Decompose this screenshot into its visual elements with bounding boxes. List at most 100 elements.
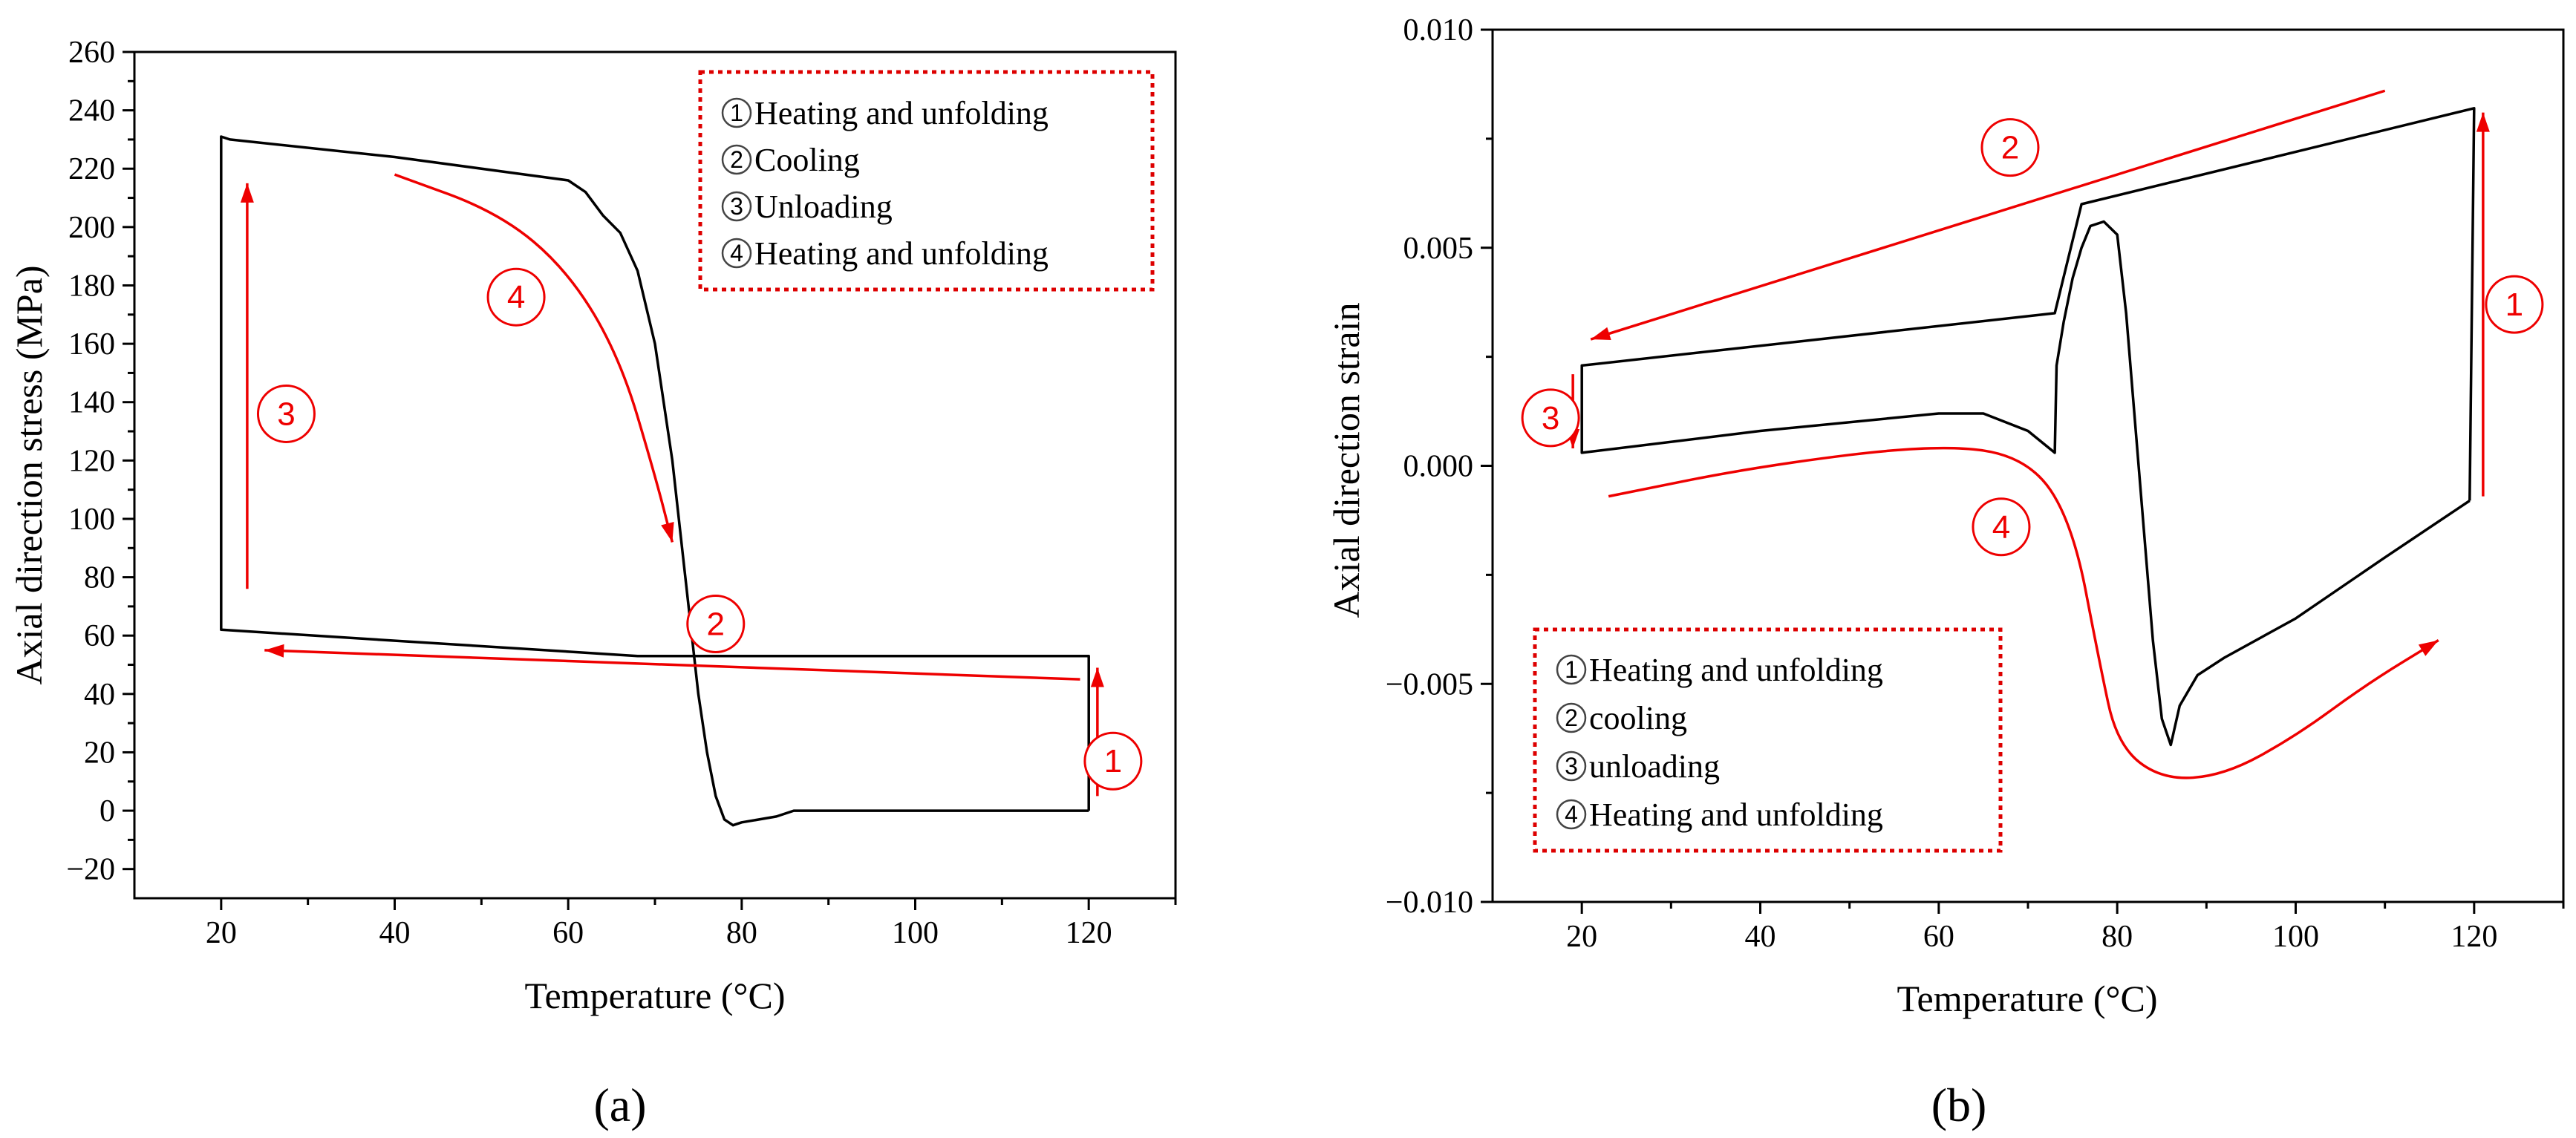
arrowhead-b-2 (1591, 327, 1611, 340)
annotations-b: 1 2 3 4 (1521, 89, 2544, 779)
arrowhead-a-1 (1090, 667, 1104, 687)
annotation-circle-b-3 (1521, 388, 1580, 448)
y-tick-label-a-9: 160 (68, 327, 115, 362)
legend-b-num-3: 3 (1565, 753, 1578, 779)
arrowhead-b-1 (2476, 112, 2490, 132)
annotation-circle-b-4 (1972, 497, 2031, 557)
y-tick-label-a-13: 240 (68, 94, 115, 128)
x-tick-label-b-2: 60 (1923, 920, 1954, 954)
legend-a-text-4: Heating and unfolding (754, 235, 1049, 272)
y-tick-label-a-5: 80 (84, 561, 115, 595)
data-series-b (1580, 107, 2476, 747)
y-tick-label-a-6: 100 (68, 503, 115, 537)
y-axis-title-a: Axial direction stress (MPa) (8, 265, 50, 684)
panel-label-b: (b) (1931, 1079, 1987, 1131)
x-tick-label-b-1: 40 (1745, 920, 1776, 954)
annotations-a: 1 2 3 4 (240, 173, 1143, 797)
x-axis-title-a: Temperature (°C) (524, 975, 785, 1016)
x-tick-label-b-4: 100 (2272, 920, 2319, 954)
y-tick-label-a-14: 260 (68, 36, 115, 70)
legend-a-num-1: 1 (730, 99, 743, 126)
annotation-circle-b-1 (2485, 275, 2544, 334)
x-tick-label-b-0: 20 (1566, 920, 1597, 954)
y-tick-label-a-7: 120 (68, 444, 115, 478)
legend-a-num-2: 2 (730, 146, 743, 173)
legend-b-text-1: Heating and unfolding (1589, 652, 1883, 688)
legend-a-circle-4 (721, 238, 752, 269)
legend-a-circle-1 (721, 97, 752, 128)
x-tick-label-b-5: 120 (2451, 920, 2497, 954)
legend-b-num-1: 1 (1565, 656, 1578, 683)
x-tick-label-b-3: 80 (2101, 920, 2133, 954)
legend-b-circle-3 (1556, 751, 1587, 782)
axis-ticks-a: 20 40 60 80 100 120 −20 0 20 40 60 80 100 120 140 160 18… (66, 36, 1177, 950)
legend-b-num-4: 4 (1565, 801, 1578, 828)
annotation-arrow-b-4 (1608, 446, 2439, 779)
legend-b-text-4: Heating and unfolding (1589, 797, 1883, 833)
x-tick-label-a-0: 20 (206, 916, 237, 950)
y-tick-label-a-11: 200 (68, 211, 115, 245)
legend-b-text-2: cooling (1589, 700, 1687, 736)
legend-box-b (1533, 627, 2003, 853)
y-tick-label-b-0: −0.010 (1386, 886, 1473, 920)
arrowhead-a-4 (661, 521, 674, 543)
annotation-circle-a-4 (486, 267, 546, 327)
annotation-circle-a-1 (1083, 731, 1143, 791)
annotation-number-a-2: 2 (707, 606, 725, 642)
annotation-circle-a-3 (256, 384, 316, 443)
panel-label-a: (a) (593, 1079, 646, 1131)
y-tick-label-a-2: 20 (84, 736, 115, 770)
legend-a: 1 Heating and unfolding 2 Cooling 3 Unlo… (698, 70, 1155, 292)
legend-a-text-2: Cooling (754, 142, 860, 178)
legend-a-circle-3 (721, 191, 752, 222)
series-line-a-0 (220, 135, 1090, 827)
y-axis-title-b: Axial direction strain (1326, 303, 1367, 618)
legend-a-text-3: Unloading (754, 189, 893, 225)
y-tick-label-b-1: −0.005 (1386, 667, 1473, 702)
y-tick-label-a-1: 0 (100, 794, 115, 828)
annotation-circle-a-2 (686, 594, 746, 653)
y-tick-label-a-12: 220 (68, 152, 115, 186)
annotation-number-a-4: 4 (507, 279, 525, 315)
x-tick-label-a-4: 100 (892, 916, 939, 950)
legend-b-text-3: unloading (1589, 748, 1720, 785)
y-tick-label-b-3: 0.005 (1403, 232, 1474, 266)
annotation-arrow-a-4 (394, 173, 674, 543)
y-tick-label-a-3: 40 (84, 678, 115, 712)
panel-a: 20 40 60 80 100 120 −20 0 20 40 60 80 100 120 140 160 18… (8, 36, 1177, 1131)
legend-b-circle-1 (1556, 654, 1587, 685)
y-tick-label-a-8: 140 (68, 386, 115, 420)
arrowhead-a-2 (264, 644, 284, 658)
legend-box-a (698, 70, 1155, 292)
y-tick-label-b-4: 0.010 (1403, 13, 1474, 48)
arrowhead-a-3 (240, 183, 254, 203)
legend-a-text-1: Heating and unfolding (754, 95, 1049, 131)
annotation-number-b-4: 4 (1992, 509, 2010, 546)
legend-b: 1 Heating and unfolding 2 cooling 3 unlo… (1533, 627, 2003, 853)
legend-b-circle-2 (1556, 702, 1587, 733)
legend-a-num-4: 4 (730, 240, 743, 266)
annotation-circle-b-2 (1980, 118, 2040, 177)
x-tick-label-a-3: 80 (726, 916, 757, 950)
x-tick-label-a-2: 60 (552, 916, 584, 950)
legend-a-circle-2 (721, 144, 752, 175)
panel-b: 20 40 60 80 100 120 −0.010 −0.005 0.000 0.005 0.01… (1326, 13, 2565, 1131)
data-series-a (220, 135, 1090, 827)
legend-b-num-2: 2 (1565, 704, 1578, 731)
axis-ticks-b: 20 40 60 80 100 120 −0.010 −0.005 0.000 0.005 0.01… (1386, 13, 2565, 954)
annotation-number-b-2: 2 (2001, 130, 2019, 166)
annotation-number-b-1: 1 (2505, 287, 2523, 323)
y-tick-label-a-0: −20 (66, 853, 115, 887)
annotation-number-b-3: 3 (1542, 400, 1559, 436)
annotation-arrow-a-2 (264, 649, 1080, 681)
annotation-arrow-b-2 (1590, 89, 2386, 341)
legend-a-num-3: 3 (730, 193, 743, 220)
x-tick-label-a-1: 40 (379, 916, 411, 950)
arrowhead-b-4 (2418, 640, 2439, 656)
y-tick-label-b-2: 0.000 (1403, 450, 1474, 484)
x-axis-title-b: Temperature (°C) (1897, 978, 2157, 1019)
series-line-b-0 (1580, 107, 2476, 747)
y-tick-label-a-10: 180 (68, 269, 115, 303)
x-tick-label-a-5: 120 (1066, 916, 1112, 950)
